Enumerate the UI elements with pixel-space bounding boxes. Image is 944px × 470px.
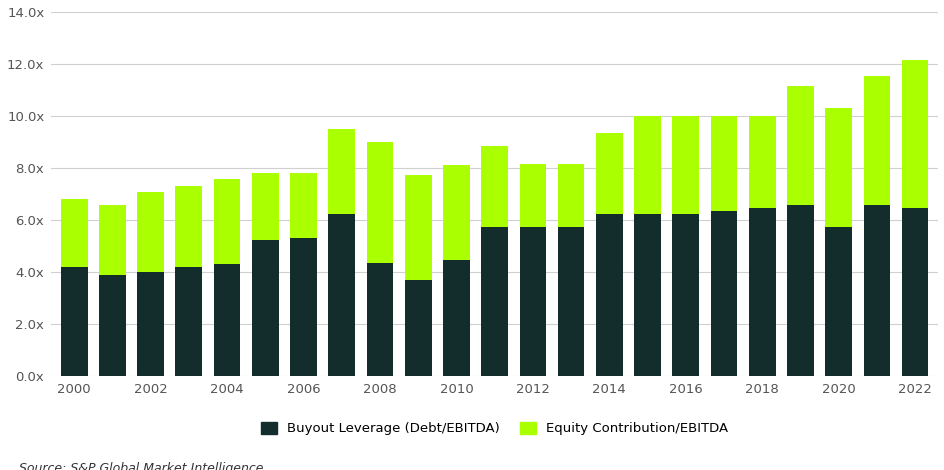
Bar: [252, 173, 278, 240]
Bar: [633, 214, 660, 376]
Bar: [328, 214, 355, 376]
Bar: [290, 238, 316, 376]
Bar: [99, 204, 126, 275]
Bar: [824, 108, 851, 227]
Bar: [557, 164, 584, 227]
Bar: [176, 267, 202, 376]
Bar: [596, 214, 622, 376]
Bar: [366, 142, 393, 263]
Bar: [863, 76, 889, 204]
Bar: [710, 211, 736, 376]
Bar: [710, 116, 736, 211]
Bar: [672, 214, 699, 376]
Bar: [786, 204, 813, 376]
Bar: [366, 263, 393, 376]
Legend: Buyout Leverage (Debt/EBITDA), Equity Contribution/EBITDA: Buyout Leverage (Debt/EBITDA), Equity Co…: [261, 422, 728, 435]
Bar: [99, 275, 126, 376]
Bar: [748, 208, 775, 376]
Bar: [480, 146, 508, 227]
Bar: [748, 116, 775, 208]
Bar: [863, 204, 889, 376]
Bar: [443, 260, 469, 376]
Bar: [480, 227, 508, 376]
Text: Source: S&P Global Market Intelligence.: Source: S&P Global Market Intelligence.: [19, 462, 267, 470]
Bar: [176, 186, 202, 267]
Bar: [404, 175, 431, 280]
Bar: [557, 227, 584, 376]
Bar: [328, 129, 355, 214]
Bar: [633, 116, 660, 214]
Bar: [672, 116, 699, 214]
Bar: [901, 208, 928, 376]
Bar: [137, 191, 164, 272]
Bar: [213, 179, 240, 265]
Bar: [786, 86, 813, 204]
Bar: [519, 164, 546, 227]
Bar: [596, 133, 622, 214]
Bar: [213, 265, 240, 376]
Bar: [137, 272, 164, 376]
Bar: [60, 199, 88, 267]
Bar: [519, 227, 546, 376]
Bar: [290, 173, 316, 238]
Bar: [824, 227, 851, 376]
Bar: [404, 280, 431, 376]
Bar: [901, 60, 928, 208]
Bar: [60, 267, 88, 376]
Bar: [443, 165, 469, 260]
Bar: [252, 240, 278, 376]
